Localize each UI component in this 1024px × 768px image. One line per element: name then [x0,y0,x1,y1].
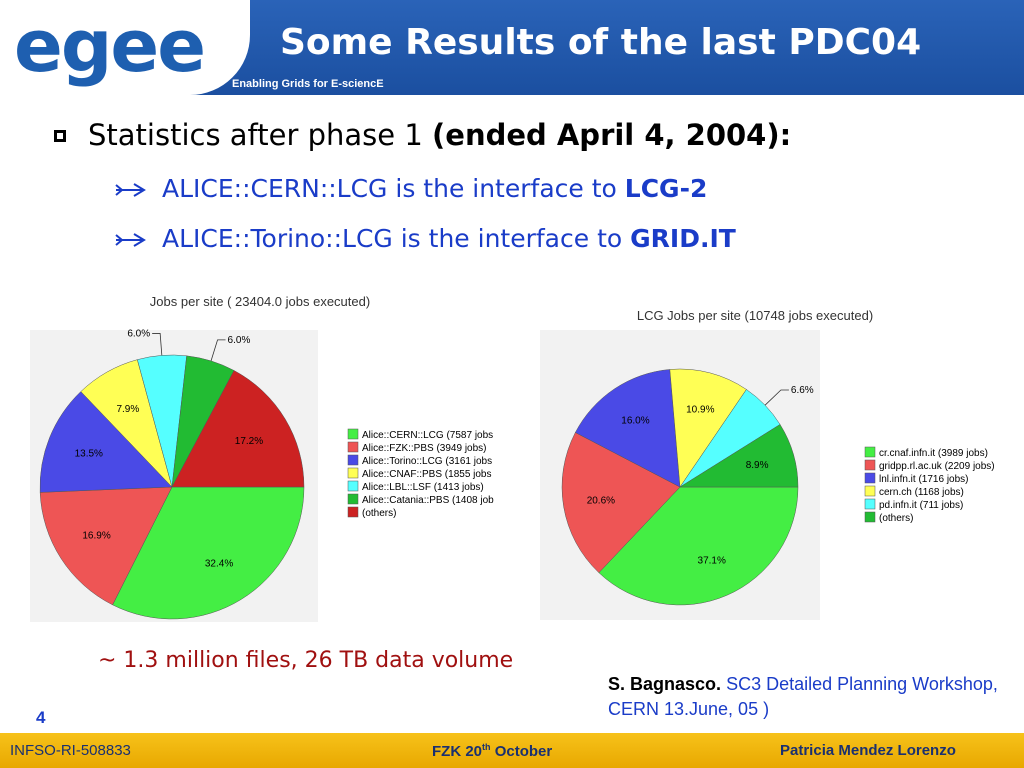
leader-line [210,339,226,362]
footer-date: FZK 20 [432,743,483,760]
pie-slice [171,370,305,488]
legend-label: Alice::CERN::LCG (7587 jobs [362,430,493,441]
chart-title: Jobs per site ( 23404.0 jobs executed) [150,294,370,309]
slice-label: 6.0% [127,328,150,339]
pie-slice [598,486,799,606]
legend-swatch [347,506,359,518]
citation-text: SC3 Detailed Planning Workshop, CERN 13.… [608,674,998,719]
legend-label: cern.ch (1168 jobs) [879,487,964,498]
leader-line [152,333,163,356]
logo-background [0,0,250,95]
legend-label: Alice::Torino::LCG (3161 jobs [362,456,492,467]
pie-slice [39,391,173,493]
legend-swatch [347,441,359,453]
sub-bullet: ALICE::Torino::LCG is the interface to G… [115,224,736,253]
bullet-bold: (ended April 4, 2004): [432,118,792,152]
slice-label: 17.2% [235,436,263,447]
legend-swatch [864,472,876,484]
legend-swatch [864,459,876,471]
legend-swatch [864,446,876,458]
bullet: Statistics after phase 1 (ended April 4,… [54,118,792,152]
logo: egee [14,4,206,88]
pie-slice [669,368,747,488]
slice-label: 20.6% [587,495,615,506]
legend-label: Alice::Catania::PBS (1408 job [362,495,494,506]
pie-slice [112,486,305,620]
tagline: Enabling Grids for E-sciencE [232,78,384,90]
sub-bullet: ALICE::CERN::LCG is the interface to LCG… [115,174,708,203]
footer-left: INFSO-RI-508833 [10,742,131,759]
pie-chart: LCG Jobs per site (10748 jobs executed) 3… [540,308,995,620]
arrow-icon [115,233,146,247]
legend-label: cr.cnaf.infn.it (3989 jobs) [879,448,988,459]
legend-swatch [347,467,359,479]
sub-bullet-text: ALICE::Torino::LCG is the interface to [162,224,623,253]
footer-right: Patricia Mendez Lorenzo [780,742,956,759]
slice-label: 37.1% [698,556,726,567]
legend-swatch [347,493,359,505]
slice-label: 7.9% [116,404,139,415]
legend-swatch [864,511,876,523]
legend-label: pd.infn.it (711 jobs) [879,500,963,511]
pie-slice [575,369,681,488]
slice-label: 13.5% [75,448,103,459]
bullet-text: Statistics after phase 1 [88,118,423,152]
slice-label: 16.0% [621,415,649,426]
slice-label: 32.4% [205,558,233,569]
slice-label: 10.9% [686,404,714,415]
pie-slice [679,424,799,488]
pie-chart: Jobs per site ( 23404.0 jobs executed) 32… [30,294,494,622]
pie-slice [39,486,173,606]
legend-label: Alice::LBL::LSF (1413 jobs) [362,482,484,493]
note: ~ 1.3 million files, 26 TB data volume [98,648,514,673]
legend-label: gridpp.rl.ac.uk (2209 jobs) [879,461,995,472]
legend-swatch [864,498,876,510]
slice-label: 8.9% [746,460,769,471]
legend-label: lnl.infn.it (1716 jobs) [879,474,969,485]
legend-label: Alice::FZK::PBS (3949 jobs) [362,443,487,454]
page-number: 4 [36,708,46,727]
footer-sup: th [482,742,491,752]
pie-slice [561,432,681,574]
chart-title: LCG Jobs per site (10748 jobs executed) [637,308,873,323]
sub-bullet-bold: LCG-2 [624,174,708,203]
slice-label: 16.9% [82,531,110,542]
leader-line [764,389,789,406]
sub-bullet-bold: GRID.IT [630,224,736,253]
slide-title: Some Results of the last PDC04 [280,22,922,63]
legend-swatch [864,485,876,497]
legend-label: (others) [362,508,396,519]
slice-label: 6.6% [791,385,814,396]
legend-label: Alice::CNAF::PBS (1855 jobs [362,469,492,480]
footer-center: FZK 20th October [432,742,552,760]
citation: S. Bagnasco. SC3 Detailed Planning Works… [608,672,1008,722]
legend-swatch [347,428,359,440]
legend-label: (others) [879,513,913,524]
arrow-icon [115,183,146,197]
sub-bullet-text: ALICE::CERN::LCG is the interface to [162,174,617,203]
footer-bar: INFSO-RI-508833 FZK 20th October Patrici… [0,733,1024,768]
legend-swatch [347,454,359,466]
legend-swatch [347,480,359,492]
footer-month: October [494,743,553,760]
citation-author: S. Bagnasco. [608,674,722,694]
slice-label: 6.0% [228,335,251,346]
